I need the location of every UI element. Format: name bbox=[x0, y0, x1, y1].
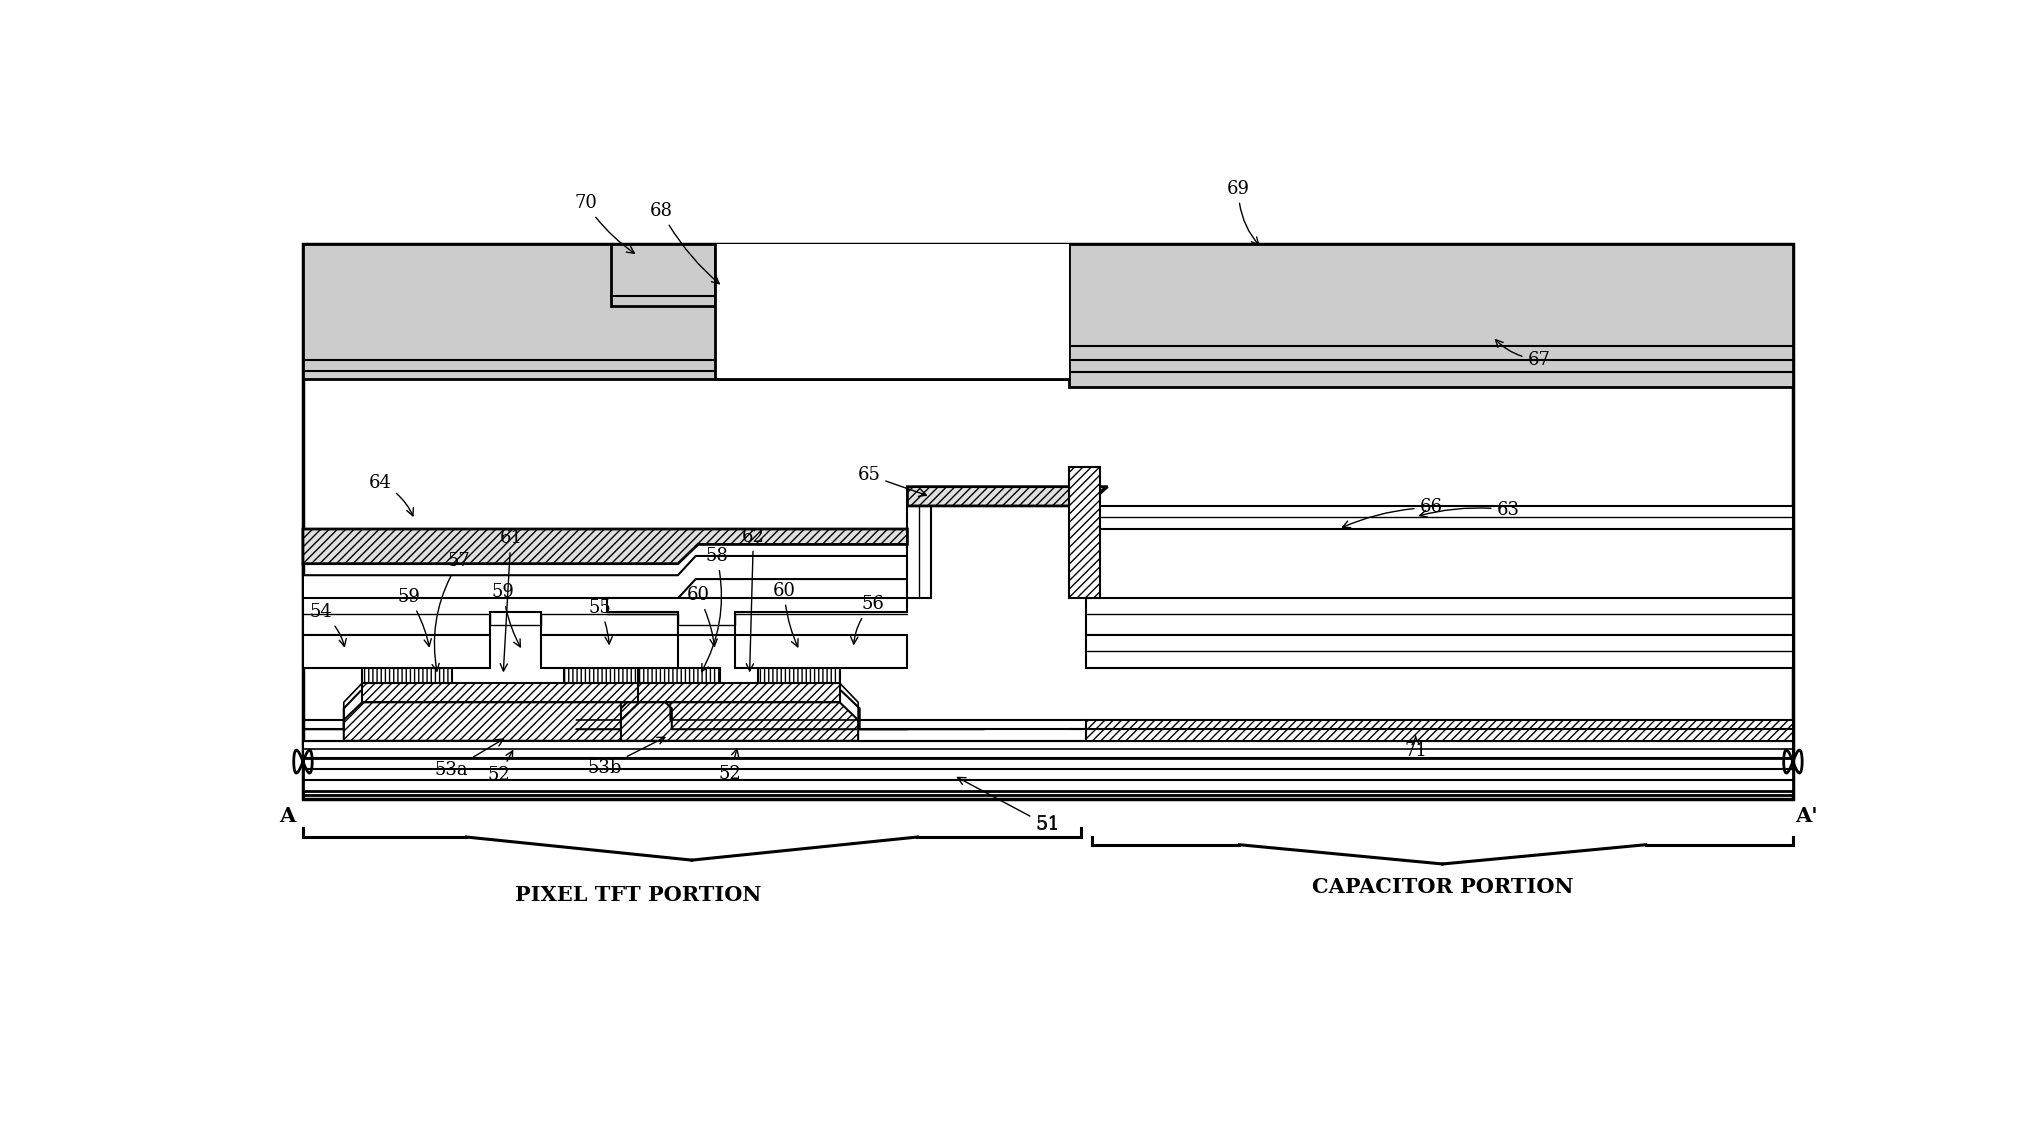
Polygon shape bbox=[303, 741, 1793, 759]
Text: A: A bbox=[280, 807, 296, 826]
Polygon shape bbox=[564, 668, 652, 683]
Text: 51: 51 bbox=[1034, 815, 1061, 833]
Polygon shape bbox=[542, 635, 679, 668]
Text: 52: 52 bbox=[489, 751, 513, 785]
Polygon shape bbox=[362, 683, 652, 702]
Polygon shape bbox=[1085, 506, 1793, 529]
Polygon shape bbox=[303, 635, 491, 668]
Text: PIXEL TFT PORTION: PIXEL TFT PORTION bbox=[515, 885, 760, 904]
Text: 64: 64 bbox=[368, 474, 413, 516]
Text: 61: 61 bbox=[499, 529, 523, 671]
Polygon shape bbox=[262, 136, 1836, 1011]
Text: 52: 52 bbox=[719, 749, 742, 783]
Polygon shape bbox=[908, 486, 1108, 506]
Text: 51: 51 bbox=[957, 777, 1061, 835]
Text: A': A' bbox=[1795, 807, 1817, 826]
Text: 62: 62 bbox=[742, 528, 764, 671]
Text: 59: 59 bbox=[397, 587, 431, 646]
Polygon shape bbox=[303, 244, 1793, 379]
Polygon shape bbox=[1085, 720, 1793, 741]
Text: 59: 59 bbox=[493, 583, 521, 646]
Polygon shape bbox=[621, 702, 858, 741]
Text: 53a: 53a bbox=[435, 740, 503, 779]
Polygon shape bbox=[303, 599, 679, 635]
Polygon shape bbox=[303, 529, 908, 563]
Text: 69: 69 bbox=[1226, 179, 1259, 244]
Text: 71: 71 bbox=[1404, 736, 1427, 760]
Polygon shape bbox=[303, 759, 1793, 795]
Text: 67: 67 bbox=[1496, 340, 1549, 368]
Polygon shape bbox=[908, 506, 930, 599]
Text: 65: 65 bbox=[858, 466, 926, 496]
Polygon shape bbox=[638, 683, 840, 702]
Text: 66: 66 bbox=[1343, 499, 1443, 527]
Polygon shape bbox=[1069, 244, 1793, 386]
Text: 68: 68 bbox=[650, 202, 719, 284]
Text: 60: 60 bbox=[687, 586, 717, 646]
Polygon shape bbox=[638, 668, 719, 683]
Polygon shape bbox=[1085, 635, 1793, 668]
Polygon shape bbox=[611, 244, 715, 306]
Polygon shape bbox=[607, 599, 908, 635]
Polygon shape bbox=[303, 244, 1793, 799]
Polygon shape bbox=[1085, 599, 1793, 635]
Text: 70: 70 bbox=[574, 194, 634, 253]
Text: 56: 56 bbox=[850, 595, 885, 644]
Text: 57: 57 bbox=[431, 552, 470, 671]
Text: CAPACITOR PORTION: CAPACITOR PORTION bbox=[1312, 877, 1574, 897]
Text: 63: 63 bbox=[1421, 501, 1519, 519]
Text: 55: 55 bbox=[589, 599, 613, 644]
Text: 54: 54 bbox=[309, 603, 345, 646]
Polygon shape bbox=[343, 702, 670, 741]
Polygon shape bbox=[758, 668, 840, 683]
Polygon shape bbox=[736, 635, 908, 668]
Text: 58: 58 bbox=[701, 546, 728, 671]
Text: 53b: 53b bbox=[587, 737, 664, 777]
Polygon shape bbox=[362, 668, 452, 683]
Polygon shape bbox=[715, 244, 1069, 379]
Text: 60: 60 bbox=[773, 582, 797, 646]
Polygon shape bbox=[1069, 467, 1100, 599]
Polygon shape bbox=[303, 556, 908, 599]
